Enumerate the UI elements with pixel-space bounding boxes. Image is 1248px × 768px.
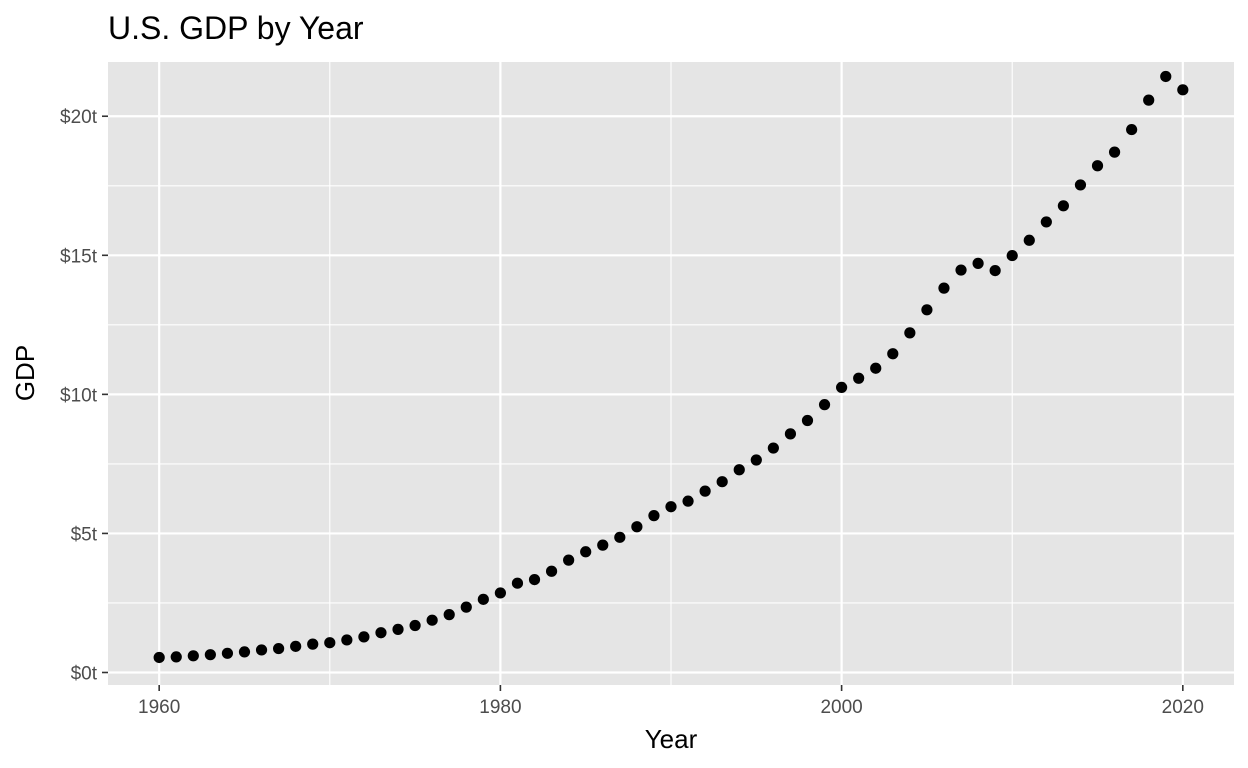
chart-title: U.S. GDP by Year	[108, 10, 364, 46]
data-point	[1126, 123, 1138, 136]
y-tick-label: $5t	[71, 524, 98, 545]
x-axis-title: Year	[645, 724, 698, 754]
data-point	[358, 631, 370, 643]
data-point	[836, 381, 848, 394]
data-point	[409, 619, 421, 632]
data-point	[648, 510, 660, 522]
grid-lines	[108, 62, 1234, 685]
data-point	[307, 638, 319, 650]
data-point	[801, 414, 814, 427]
data-points	[153, 70, 1189, 664]
data-point	[1057, 200, 1069, 212]
data-point	[1074, 179, 1087, 191]
data-point	[255, 644, 268, 656]
data-point	[665, 501, 677, 513]
data-point	[580, 546, 592, 558]
data-point	[699, 485, 711, 497]
data-point	[1160, 70, 1172, 83]
data-point	[494, 587, 506, 599]
data-point	[853, 372, 865, 384]
x-tick-label: 2020	[1162, 697, 1204, 718]
data-point	[818, 399, 831, 411]
data-point	[1177, 84, 1189, 96]
y-tick-label: $20t	[60, 107, 98, 128]
data-point	[426, 614, 438, 626]
data-point	[153, 651, 165, 664]
x-tick-label: 2000	[820, 697, 862, 718]
data-point	[375, 627, 387, 639]
data-point	[767, 442, 779, 454]
data-point	[273, 642, 285, 655]
x-axis: 1960 1980 2000 2020	[138, 685, 1204, 718]
data-point	[1023, 234, 1035, 246]
data-point	[511, 577, 524, 589]
data-point	[528, 573, 541, 586]
data-point	[170, 651, 182, 663]
data-point	[989, 264, 1001, 277]
data-point	[460, 601, 472, 613]
data-point	[972, 257, 984, 269]
x-tick-label: 1980	[479, 697, 521, 718]
data-point	[563, 554, 575, 566]
y-tick-label: $10t	[60, 385, 98, 406]
data-point	[392, 623, 404, 635]
x-tick-label: 1960	[138, 697, 180, 718]
data-point	[1143, 94, 1155, 106]
data-point	[938, 282, 950, 294]
data-point	[716, 476, 728, 488]
data-point	[1091, 160, 1104, 172]
data-point	[597, 539, 609, 551]
data-point	[631, 521, 643, 533]
y-tick-label: $15t	[60, 246, 98, 267]
data-point	[1108, 146, 1121, 158]
y-axis-title: GDP	[10, 345, 40, 401]
data-point	[341, 634, 353, 646]
data-point	[187, 650, 199, 662]
data-point	[204, 649, 216, 661]
data-point	[614, 531, 626, 543]
data-point	[904, 327, 916, 339]
data-point	[1006, 249, 1018, 262]
data-point	[477, 593, 489, 605]
data-point	[750, 454, 762, 466]
data-point	[324, 637, 336, 649]
y-axis: $0t $5t $10t $15t $20t	[60, 107, 108, 684]
data-point	[887, 348, 899, 360]
data-point	[733, 464, 745, 476]
data-point	[238, 646, 251, 658]
y-tick-label: $0t	[71, 663, 98, 684]
data-point	[682, 495, 694, 507]
data-point	[1040, 216, 1052, 228]
data-point	[290, 640, 302, 652]
data-point	[955, 264, 967, 276]
data-point	[545, 565, 558, 577]
data-point	[443, 609, 455, 621]
data-point	[221, 647, 234, 659]
data-point	[784, 428, 797, 440]
data-point	[870, 362, 882, 374]
data-point	[921, 304, 933, 316]
